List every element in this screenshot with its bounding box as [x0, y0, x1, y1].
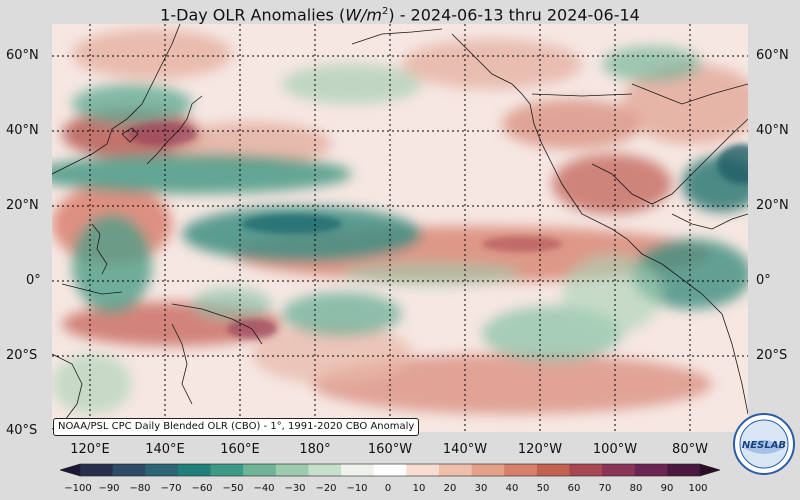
lat-label-left: 60°N	[6, 48, 39, 63]
colorbar-cell	[471, 464, 505, 476]
noaa-logo-icon: NESLAB	[733, 413, 795, 475]
data-source-caption: NOAA/PSL CPC Daily Blended OLR (CBO) - 1…	[53, 418, 420, 436]
lon-label: 80°W	[672, 442, 708, 457]
colorbar-cell	[275, 464, 309, 476]
colorbar-tick-label: 30	[474, 483, 488, 494]
lat-label-right: 0°	[756, 273, 771, 288]
colorbar-cell	[80, 464, 114, 476]
lat-label-left: 0°	[26, 273, 41, 288]
colorbar-max-tip	[699, 463, 720, 477]
map-canvas	[52, 24, 748, 432]
colorbar-cell	[634, 464, 668, 476]
lat-label-right: 60°N	[756, 48, 789, 63]
lon-label: 120°E	[70, 442, 110, 457]
colorbar-tick-label: 50	[536, 483, 550, 494]
colorbar-tick-label: 80	[629, 483, 643, 494]
colorbar-cell	[406, 464, 440, 476]
colorbar-tick-label: −20	[315, 483, 337, 494]
lat-label-right: 20°S	[756, 348, 788, 363]
lat-label-left: 40°S	[6, 423, 38, 438]
colorbar-tick-label: 100	[688, 483, 708, 494]
lat-label-right: 20°N	[756, 198, 789, 213]
colorbar-tick-label: 70	[598, 483, 612, 494]
colorbar-tick-label: −90	[98, 483, 120, 494]
colorbar-tick-label: −30	[284, 483, 306, 494]
anomaly-map	[52, 24, 748, 432]
colorbar-cell	[667, 464, 701, 476]
colorbar-tick-label: 10	[412, 483, 426, 494]
colorbar-cells	[60, 463, 720, 477]
colorbar-cell	[602, 464, 636, 476]
lat-label-left: 20°S	[6, 348, 38, 363]
colorbar-tick-label: 60	[567, 483, 581, 494]
colorbar-cell	[504, 464, 538, 476]
colorbar-tick-label: 40	[505, 483, 519, 494]
colorbar-tick-label: −100	[64, 483, 92, 494]
lat-label-right: 40°N	[756, 123, 789, 138]
coastlines	[52, 24, 748, 430]
colorbar-cell	[177, 464, 212, 476]
colorbar-tick-label: −80	[129, 483, 151, 494]
lon-label: 180°	[299, 442, 331, 457]
colorbar-cell	[308, 464, 342, 476]
colorbar-tick-label: −10	[346, 483, 368, 494]
graticule	[52, 24, 748, 432]
lon-label: 160°E	[220, 442, 260, 457]
colorbar-tick-label: 90	[660, 483, 674, 494]
colorbar-cell	[569, 464, 603, 476]
lon-label: 100°W	[592, 442, 638, 457]
colorbar-cell	[373, 464, 407, 476]
logo-text: NESLAB	[742, 440, 786, 451]
colorbar-tick-label: −70	[160, 483, 182, 494]
map-title: 1-Day OLR Anomalies (W/m2) - 2024-06-13 …	[160, 5, 640, 25]
lat-label-left: 40°N	[6, 123, 39, 138]
lon-label: 140°W	[442, 442, 488, 457]
colorbar-cell	[536, 464, 570, 476]
colorbar-tick-label: 20	[443, 483, 457, 494]
colorbar-cell	[145, 464, 179, 476]
colorbar-cell	[112, 464, 146, 476]
colorbar	[60, 463, 720, 477]
lon-label: 140°E	[145, 442, 185, 457]
colorbar-cell	[210, 464, 244, 476]
colorbar-tick-label: 0	[384, 483, 392, 494]
lon-label: 120°W	[517, 442, 563, 457]
lon-label: 160°W	[367, 442, 413, 457]
colorbar-tick-label: −60	[191, 483, 213, 494]
colorbar-tick-label: −40	[253, 483, 275, 494]
colorbar-cell	[341, 464, 375, 476]
lat-label-left: 20°N	[6, 198, 39, 213]
colorbar-min-tip	[60, 463, 81, 477]
colorbar-cell	[243, 464, 277, 476]
colorbar-cell	[438, 464, 473, 476]
colorbar-tick-label: −50	[222, 483, 244, 494]
